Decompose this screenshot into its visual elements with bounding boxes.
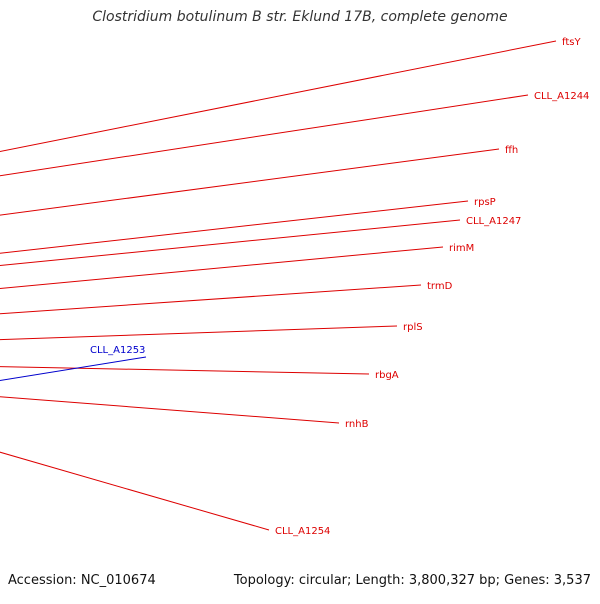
leader-line <box>0 40 557 152</box>
gene-label: CLL_A1244 <box>534 91 589 102</box>
leader-line <box>0 325 398 341</box>
gene-label: CLL_A1253 <box>90 345 145 356</box>
leader-line <box>0 366 370 375</box>
gene-label: rbgA <box>375 370 399 381</box>
leader-line <box>0 219 461 267</box>
leader-line <box>0 246 444 289</box>
gene-label: ffh <box>505 145 518 156</box>
map-title: Clostridium botulinum B str. Eklund 17B,… <box>92 9 508 25</box>
gene-label: ftsY <box>562 37 581 48</box>
gene-label: rimM <box>449 243 474 254</box>
gene-label: rnhB <box>345 419 369 430</box>
genome-summary-text: Topology: circular; Length: 3,800,327 bp… <box>233 573 591 588</box>
accession-text: Accession: NC_010674 <box>8 573 156 588</box>
leader-line <box>0 200 469 254</box>
gene-label: trmD <box>427 281 453 292</box>
gene-label: rplS <box>403 322 423 333</box>
leader-line <box>0 148 500 216</box>
leader-line <box>0 284 422 315</box>
leader-line <box>0 356 147 381</box>
leader-line <box>0 94 529 177</box>
label-leader-lines <box>0 40 557 531</box>
gene-label: CLL_A1247 <box>466 216 521 227</box>
leader-line <box>0 451 270 531</box>
gene-label: rpsP <box>474 197 496 208</box>
gene-label: CLL_A1254 <box>275 526 330 537</box>
leader-line <box>0 396 340 424</box>
